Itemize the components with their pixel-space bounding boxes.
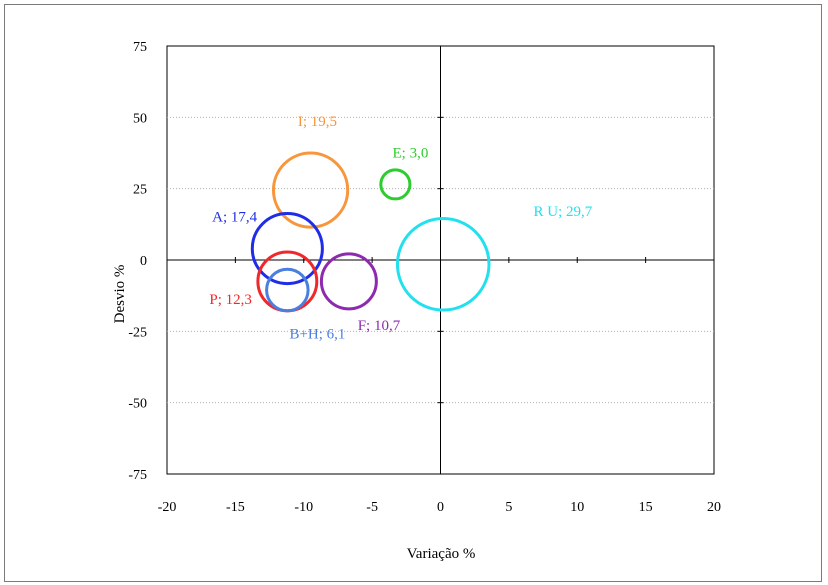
y-tick-label: 50 (133, 111, 147, 126)
x-tick-label: 10 (570, 500, 584, 515)
y-tick-label: 0 (140, 254, 147, 269)
y-tick-label: -25 (128, 325, 147, 340)
bubble (379, 168, 412, 201)
bubble (250, 212, 324, 286)
bubble (265, 267, 310, 313)
bubble (395, 217, 491, 312)
x-tick-label: -15 (226, 500, 245, 515)
x-tick-label: -20 (158, 500, 177, 515)
bubble-label: R U; 29,7 (533, 204, 592, 220)
x-tick-label: -10 (294, 500, 313, 515)
x-tick-label: -5 (366, 500, 378, 515)
x-tick-label: 15 (639, 500, 653, 515)
y-tick-label: 75 (133, 40, 147, 55)
x-tick-label: 20 (707, 500, 721, 515)
x-axis-title: Variação % (407, 546, 476, 562)
bubble-label: F; 10,7 (358, 318, 401, 334)
bubble (319, 252, 378, 311)
bubble (271, 151, 350, 229)
y-tick-label: -50 (128, 397, 147, 412)
bubble-label: I; 19,5 (298, 114, 337, 130)
bubble-label: P; 12,3 (209, 292, 252, 308)
bubble (256, 250, 319, 313)
bubble-label: A; 17,4 (212, 209, 258, 225)
chart-frame (4, 4, 822, 582)
x-tick-label: 5 (505, 500, 512, 515)
bubble-label: E; 3,0 (392, 145, 428, 161)
y-tick-label: 25 (133, 183, 147, 198)
y-tick-label: -75 (128, 468, 147, 483)
y-axis-title: Desvio % (112, 265, 128, 324)
x-tick-label: 0 (437, 500, 444, 515)
bubble-label: B+H; 6,1 (289, 326, 345, 342)
